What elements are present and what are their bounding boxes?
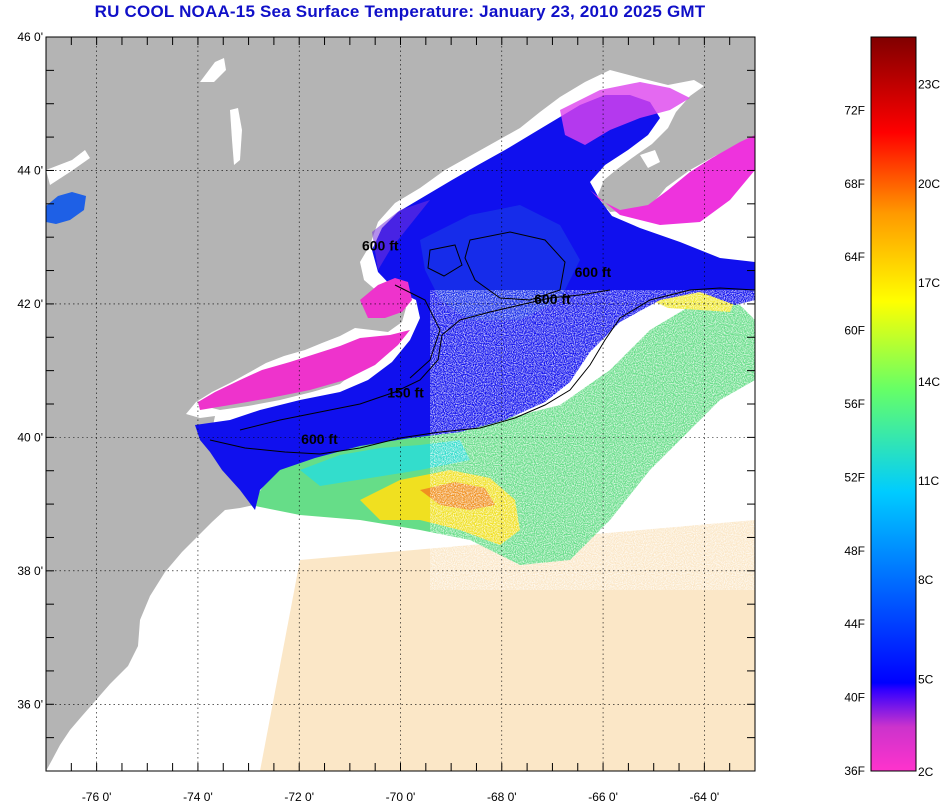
lon-axis-labels: -76 0' -74 0' -72 0' -70 0' -68 0' -66 0' -64 … [82, 790, 719, 804]
lon-tick-label: -68 0' [487, 790, 517, 804]
lat-tick-label: 46 0' [17, 30, 43, 44]
contour-label: 150 ft [387, 384, 424, 400]
colorbar-c-label: 20C [918, 177, 940, 191]
bathymetry-contours [209, 231, 755, 455]
colorbar-c-label: 5C [918, 672, 934, 686]
contour-label: 600 ft [362, 238, 399, 254]
lon-tick-label: -76 0' [82, 790, 112, 804]
colorbar-c-label: 8C [918, 573, 934, 587]
nova-scotia [598, 122, 755, 212]
lon-tick-label: -74 0' [183, 790, 213, 804]
colorbar-f-label: 48F [844, 544, 865, 558]
lon-tick-label: -72 0' [284, 790, 314, 804]
lake-ontario [46, 192, 86, 224]
inland-lake [230, 108, 242, 165]
colorbar-c-label: 23C [918, 78, 940, 92]
contour-label: 600 ft [534, 291, 571, 307]
colorbar-f-label: 40F [844, 691, 865, 705]
colorbar-celsius-labels: 2C 5C 8C 11C 14C 17C 20C 23C [918, 78, 940, 779]
colorbar-fahrenheit-labels: 36F 40F 44F 48F 52F 56F 60F 64F 68F 72F [844, 103, 865, 778]
inland-lake [46, 150, 90, 185]
sst-violet-gulf-maine [372, 200, 430, 270]
colorbar-c-label: 14C [918, 375, 940, 389]
lat-tick-label: 42 0' [17, 297, 43, 311]
colorbar-f-label: 36F [844, 764, 865, 778]
lat-tick-label: 40 0' [17, 430, 43, 444]
lon-tick-label: -64 0' [690, 790, 720, 804]
colorbar-f-label: 64F [844, 250, 865, 264]
sst-magenta-capecod [360, 278, 412, 318]
colorbar-f-label: 60F [844, 324, 865, 338]
inland-lake [640, 150, 660, 168]
sst-magenta-bayfundy [560, 82, 690, 145]
colorbar-c-label: 17C [918, 276, 940, 290]
land-mass [46, 37, 755, 771]
colorbar-f-label: 72F [844, 103, 865, 117]
lat-tick-label: 44 0' [17, 163, 43, 177]
lat-tick-label: 38 0' [17, 564, 43, 578]
lat-axis-labels: 46 0' 44 0' 42 0' 40 0' 38 0' 36 0' [17, 30, 43, 711]
colorbar-c-label: 2C [918, 765, 934, 779]
colorbar-f-label: 68F [844, 177, 865, 191]
contour-label: 600 ft [301, 431, 338, 447]
grid-lines [46, 36, 755, 771]
lon-tick-label: -66 0' [588, 790, 618, 804]
inland-lake [200, 58, 226, 82]
sst-magenta-nearshore [198, 330, 410, 410]
colorbar-f-label: 52F [844, 470, 865, 484]
colorbar-f-label: 44F [844, 617, 865, 631]
colorbar-f-label: 56F [844, 397, 865, 411]
cloud-mask-speckle [430, 290, 755, 590]
colorbar-border [870, 36, 917, 772]
map-title: RU COOL NOAA-15 Sea Surface Temperature:… [94, 2, 706, 21]
sst-cyan-slope [300, 440, 470, 486]
lat-tick-label: 36 0' [17, 697, 43, 711]
colorbar [871, 37, 916, 771]
sst-magenta-scotian [590, 135, 755, 225]
axis-ticks [45, 36, 756, 772]
lon-tick-label: -70 0' [386, 790, 416, 804]
colorbar-c-label: 11C [918, 474, 939, 488]
contour-label: 600 ft [575, 264, 612, 280]
